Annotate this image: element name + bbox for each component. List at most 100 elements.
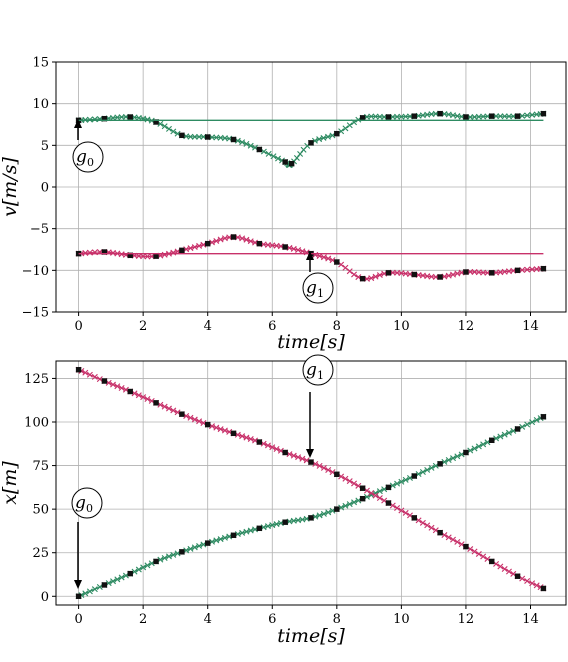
data-marker bbox=[114, 576, 121, 583]
data-marker bbox=[501, 431, 508, 438]
data-marker bbox=[86, 249, 93, 256]
data-marker bbox=[402, 476, 409, 483]
data-marker bbox=[217, 236, 224, 243]
data-marker bbox=[161, 403, 168, 410]
annotation-subscript: 1 bbox=[317, 287, 324, 300]
sample-point bbox=[359, 275, 366, 282]
sample-point bbox=[489, 113, 495, 119]
data-marker bbox=[239, 235, 246, 242]
annotation-circle bbox=[71, 487, 103, 519]
data-marker bbox=[239, 433, 246, 440]
annotation-arrow-head bbox=[74, 580, 82, 589]
sample-point bbox=[514, 426, 521, 432]
sample-point bbox=[359, 485, 366, 491]
data-marker bbox=[428, 464, 435, 471]
y-tick-label: 100 bbox=[24, 416, 49, 431]
data-marker bbox=[419, 469, 426, 475]
data-marker bbox=[524, 577, 531, 584]
annotation-arrow-head bbox=[306, 449, 314, 458]
annotation-subscript: 0 bbox=[87, 156, 94, 169]
series-1 bbox=[75, 366, 547, 592]
data-marker bbox=[424, 466, 431, 473]
sample-point bbox=[127, 570, 133, 577]
y-tick-label: 0 bbox=[41, 590, 49, 605]
x-tick-label: 10 bbox=[393, 612, 410, 627]
data-marker bbox=[402, 509, 409, 516]
sample-point bbox=[514, 573, 521, 579]
annotation-g1: g1 bbox=[302, 354, 334, 458]
data-marker bbox=[144, 562, 151, 569]
x-tick-label: 14 bbox=[522, 319, 539, 334]
data-marker bbox=[394, 480, 401, 487]
y-tick-label: 25 bbox=[32, 546, 49, 561]
data-marker bbox=[320, 464, 327, 471]
sample-point bbox=[127, 114, 133, 120]
sample-point bbox=[282, 244, 288, 250]
data-marker bbox=[351, 480, 358, 487]
data-marker bbox=[372, 273, 379, 280]
data-marker bbox=[247, 436, 254, 442]
sample-point bbox=[437, 274, 443, 280]
sample-point bbox=[230, 430, 237, 437]
data-marker bbox=[299, 455, 306, 462]
sample-point bbox=[463, 449, 469, 456]
data-marker bbox=[398, 478, 405, 485]
x-tick-label: 6 bbox=[268, 319, 276, 334]
data-marker bbox=[342, 264, 349, 271]
data-marker bbox=[320, 254, 327, 261]
x-tick-label: 14 bbox=[522, 612, 539, 627]
data-marker bbox=[398, 507, 405, 514]
sample-point bbox=[359, 495, 366, 502]
data-marker bbox=[376, 272, 383, 279]
sample-point bbox=[411, 113, 417, 119]
data-marker bbox=[82, 590, 89, 597]
annotation-subscript: 0 bbox=[86, 502, 93, 515]
data-marker bbox=[110, 578, 117, 585]
data-marker bbox=[273, 446, 280, 453]
data-marker bbox=[213, 237, 220, 244]
x-tick-label: 12 bbox=[458, 319, 475, 334]
data-marker bbox=[191, 544, 198, 551]
x-tick-label: 8 bbox=[333, 319, 341, 334]
data-marker bbox=[454, 538, 461, 545]
data-marker bbox=[480, 553, 487, 560]
x-tick-label: 10 bbox=[393, 319, 410, 334]
data-marker bbox=[191, 133, 198, 140]
data-marker bbox=[82, 369, 89, 376]
data-marker bbox=[243, 236, 250, 243]
sample-point bbox=[308, 140, 314, 146]
data-marker bbox=[187, 545, 194, 552]
data-marker bbox=[519, 112, 526, 119]
data-marker bbox=[419, 519, 426, 526]
sample-point bbox=[463, 269, 469, 275]
y-tick-label: 5 bbox=[41, 139, 49, 154]
data-marker bbox=[144, 116, 151, 123]
data-marker bbox=[316, 462, 323, 469]
data-marker bbox=[269, 522, 276, 529]
y-tick-label: −15 bbox=[22, 306, 49, 321]
trajectory-line bbox=[78, 416, 544, 597]
y-axis-label: x[m] bbox=[0, 461, 21, 505]
data-marker bbox=[533, 582, 540, 589]
sample-point bbox=[153, 558, 159, 565]
data-marker bbox=[243, 434, 250, 441]
data-marker bbox=[270, 153, 277, 160]
axes-frame bbox=[55, 360, 567, 606]
data-marker bbox=[247, 527, 254, 534]
data-marker bbox=[269, 444, 276, 451]
sample-point bbox=[540, 414, 547, 420]
data-marker bbox=[165, 553, 172, 560]
sample-point bbox=[179, 247, 185, 254]
data-marker bbox=[295, 454, 302, 461]
data-marker bbox=[445, 457, 452, 464]
data-marker bbox=[505, 113, 512, 120]
y-tick-label: 75 bbox=[32, 459, 49, 474]
y-tick-label: 0 bbox=[41, 181, 49, 196]
sample-point bbox=[230, 136, 237, 143]
data-marker bbox=[91, 116, 98, 123]
sample-point bbox=[308, 515, 314, 521]
sample-point bbox=[256, 146, 263, 153]
sample-point bbox=[463, 543, 469, 550]
